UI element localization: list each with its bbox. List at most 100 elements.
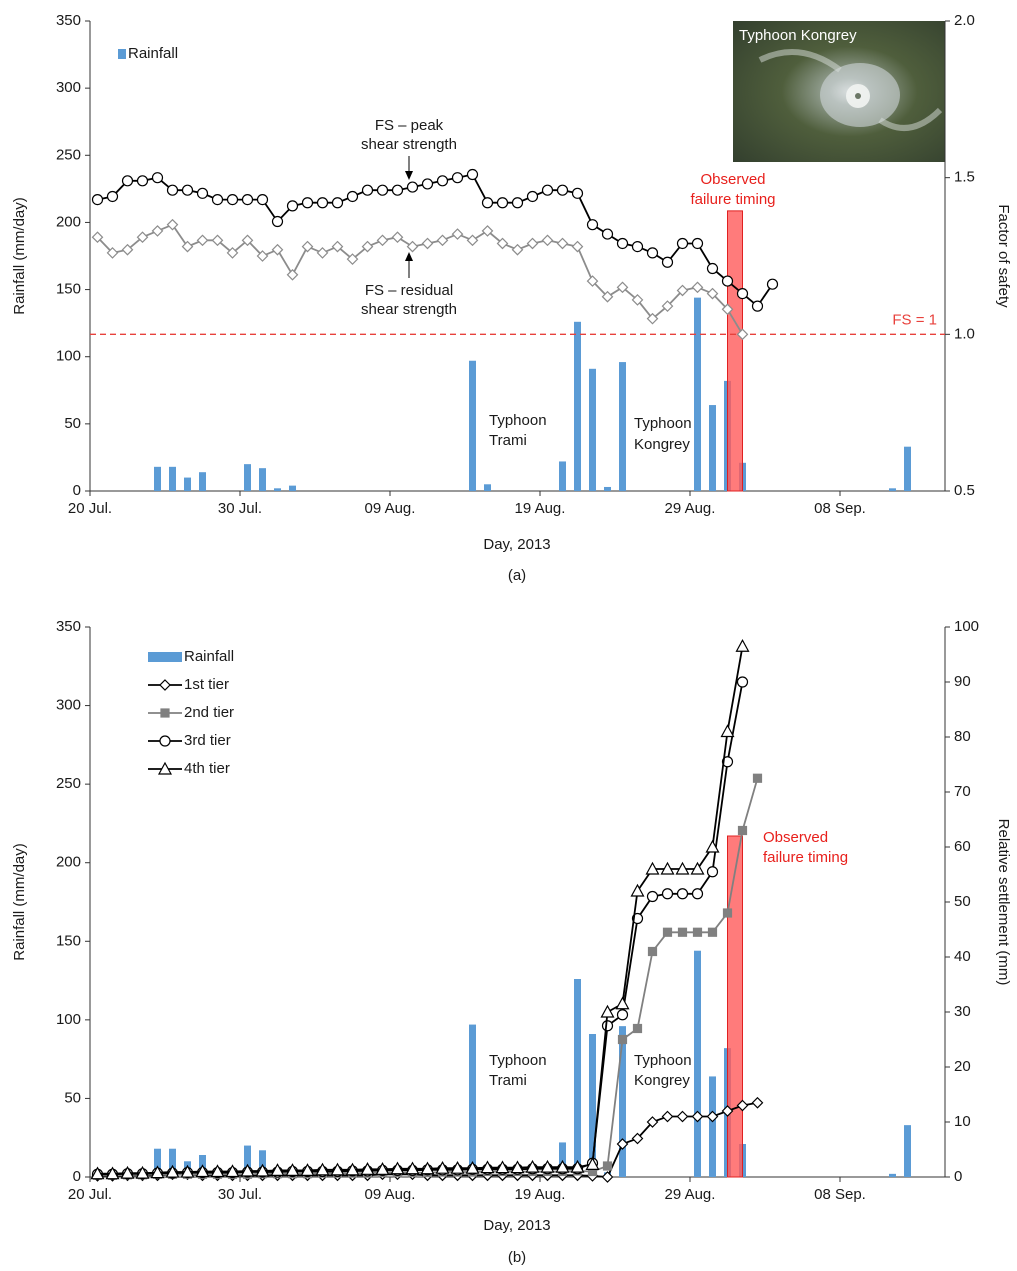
marker: [345, 1162, 360, 1176]
x-tick-label: 19 Aug.: [515, 1186, 566, 1203]
marker: [271, 215, 284, 228]
legend-label: 3rd tier: [184, 732, 231, 749]
marker: [646, 1116, 659, 1128]
marker: [151, 172, 164, 184]
marker: [256, 250, 269, 262]
y2-tick-label: 1.5: [954, 169, 975, 186]
marker: [706, 262, 719, 275]
marker: [286, 200, 299, 212]
marker: [376, 234, 389, 247]
legend-item: 2nd tier: [148, 704, 234, 721]
y-tick-label: 150: [56, 932, 81, 949]
marker: [241, 194, 254, 206]
annotation: Typhoon: [489, 412, 547, 429]
y-tick-label: 200: [56, 854, 81, 871]
bar: [694, 950, 701, 1177]
y2-tick-label: 1.0: [954, 325, 975, 342]
y2-tick-label: 50: [954, 893, 971, 910]
marker: [721, 756, 734, 768]
marker: [255, 1163, 270, 1177]
marker: [630, 883, 645, 897]
bar: [589, 1034, 596, 1177]
marker: [511, 197, 524, 209]
x-tick-label: 29 Aug.: [665, 1186, 716, 1203]
marker: [691, 281, 704, 294]
marker: [601, 1020, 614, 1032]
marker: [159, 679, 171, 691]
marker: [316, 197, 329, 209]
marker: [405, 1161, 420, 1175]
marker: [241, 234, 254, 247]
y2-tick-label: 10: [954, 1113, 971, 1130]
marker: [615, 996, 630, 1010]
marker: [660, 861, 675, 875]
marker: [465, 1160, 480, 1174]
marker: [662, 927, 673, 937]
failure-label: failure timing: [763, 849, 848, 866]
marker: [602, 1161, 613, 1171]
marker: [526, 190, 539, 203]
marker: [526, 237, 539, 250]
legend-label: 1st tier: [184, 676, 229, 693]
marker: [766, 278, 779, 290]
marker: [157, 761, 173, 775]
marker: [676, 284, 689, 297]
marker: [707, 927, 718, 937]
series-line: [97, 681, 744, 1176]
annotation: Typhoon: [634, 415, 692, 432]
marker: [136, 175, 149, 187]
marker: [646, 247, 659, 259]
marker: [91, 194, 104, 206]
marker: [540, 1159, 555, 1173]
marker: [331, 240, 344, 253]
annotation: Kongrey: [634, 436, 690, 453]
marker: [196, 234, 209, 247]
marker: [691, 1110, 704, 1123]
y2-tick-label: 80: [954, 728, 971, 745]
bar: [154, 1148, 161, 1177]
legend-item: 4th tier: [148, 760, 230, 777]
bar: [259, 468, 266, 491]
y-tick-label: 100: [56, 1011, 81, 1028]
annotation: shear strength: [361, 301, 457, 318]
marker: [511, 243, 524, 256]
marker: [601, 1171, 614, 1183]
marker: [286, 268, 299, 281]
marker: [106, 190, 119, 203]
marker: [331, 197, 344, 209]
marker: [721, 275, 734, 287]
marker: [631, 294, 644, 306]
marker: [181, 240, 194, 253]
marker: [481, 225, 494, 237]
marker: [720, 724, 735, 738]
marker: [256, 194, 269, 206]
marker: [375, 1162, 390, 1175]
marker: [151, 225, 164, 237]
marker: [91, 231, 104, 244]
marker: [316, 247, 329, 259]
y2-tick-label: 0.5: [954, 482, 975, 499]
annotation-arrow: [405, 156, 413, 180]
bar: [154, 466, 161, 491]
y-axis-title: Rainfall (mm/day): [11, 843, 28, 961]
marker: [617, 1034, 628, 1045]
marker: [421, 178, 434, 190]
y2-tick-label: 60: [954, 838, 971, 855]
marker: [706, 1110, 719, 1123]
x-axis-title: Day, 2013: [483, 536, 550, 553]
marker: [300, 1163, 315, 1177]
marker: [616, 1138, 629, 1150]
marker: [690, 861, 705, 875]
marker: [159, 735, 171, 747]
marker: [210, 1164, 225, 1178]
marker: [165, 1164, 180, 1178]
y-tick-label: 50: [64, 415, 81, 432]
marker: [106, 247, 119, 259]
y-tick-label: 250: [56, 775, 81, 792]
legend-label: Rainfall: [128, 45, 178, 62]
marker: [692, 927, 703, 937]
marker: [480, 1160, 495, 1174]
series-line: [97, 778, 759, 1177]
bar: [244, 464, 251, 491]
